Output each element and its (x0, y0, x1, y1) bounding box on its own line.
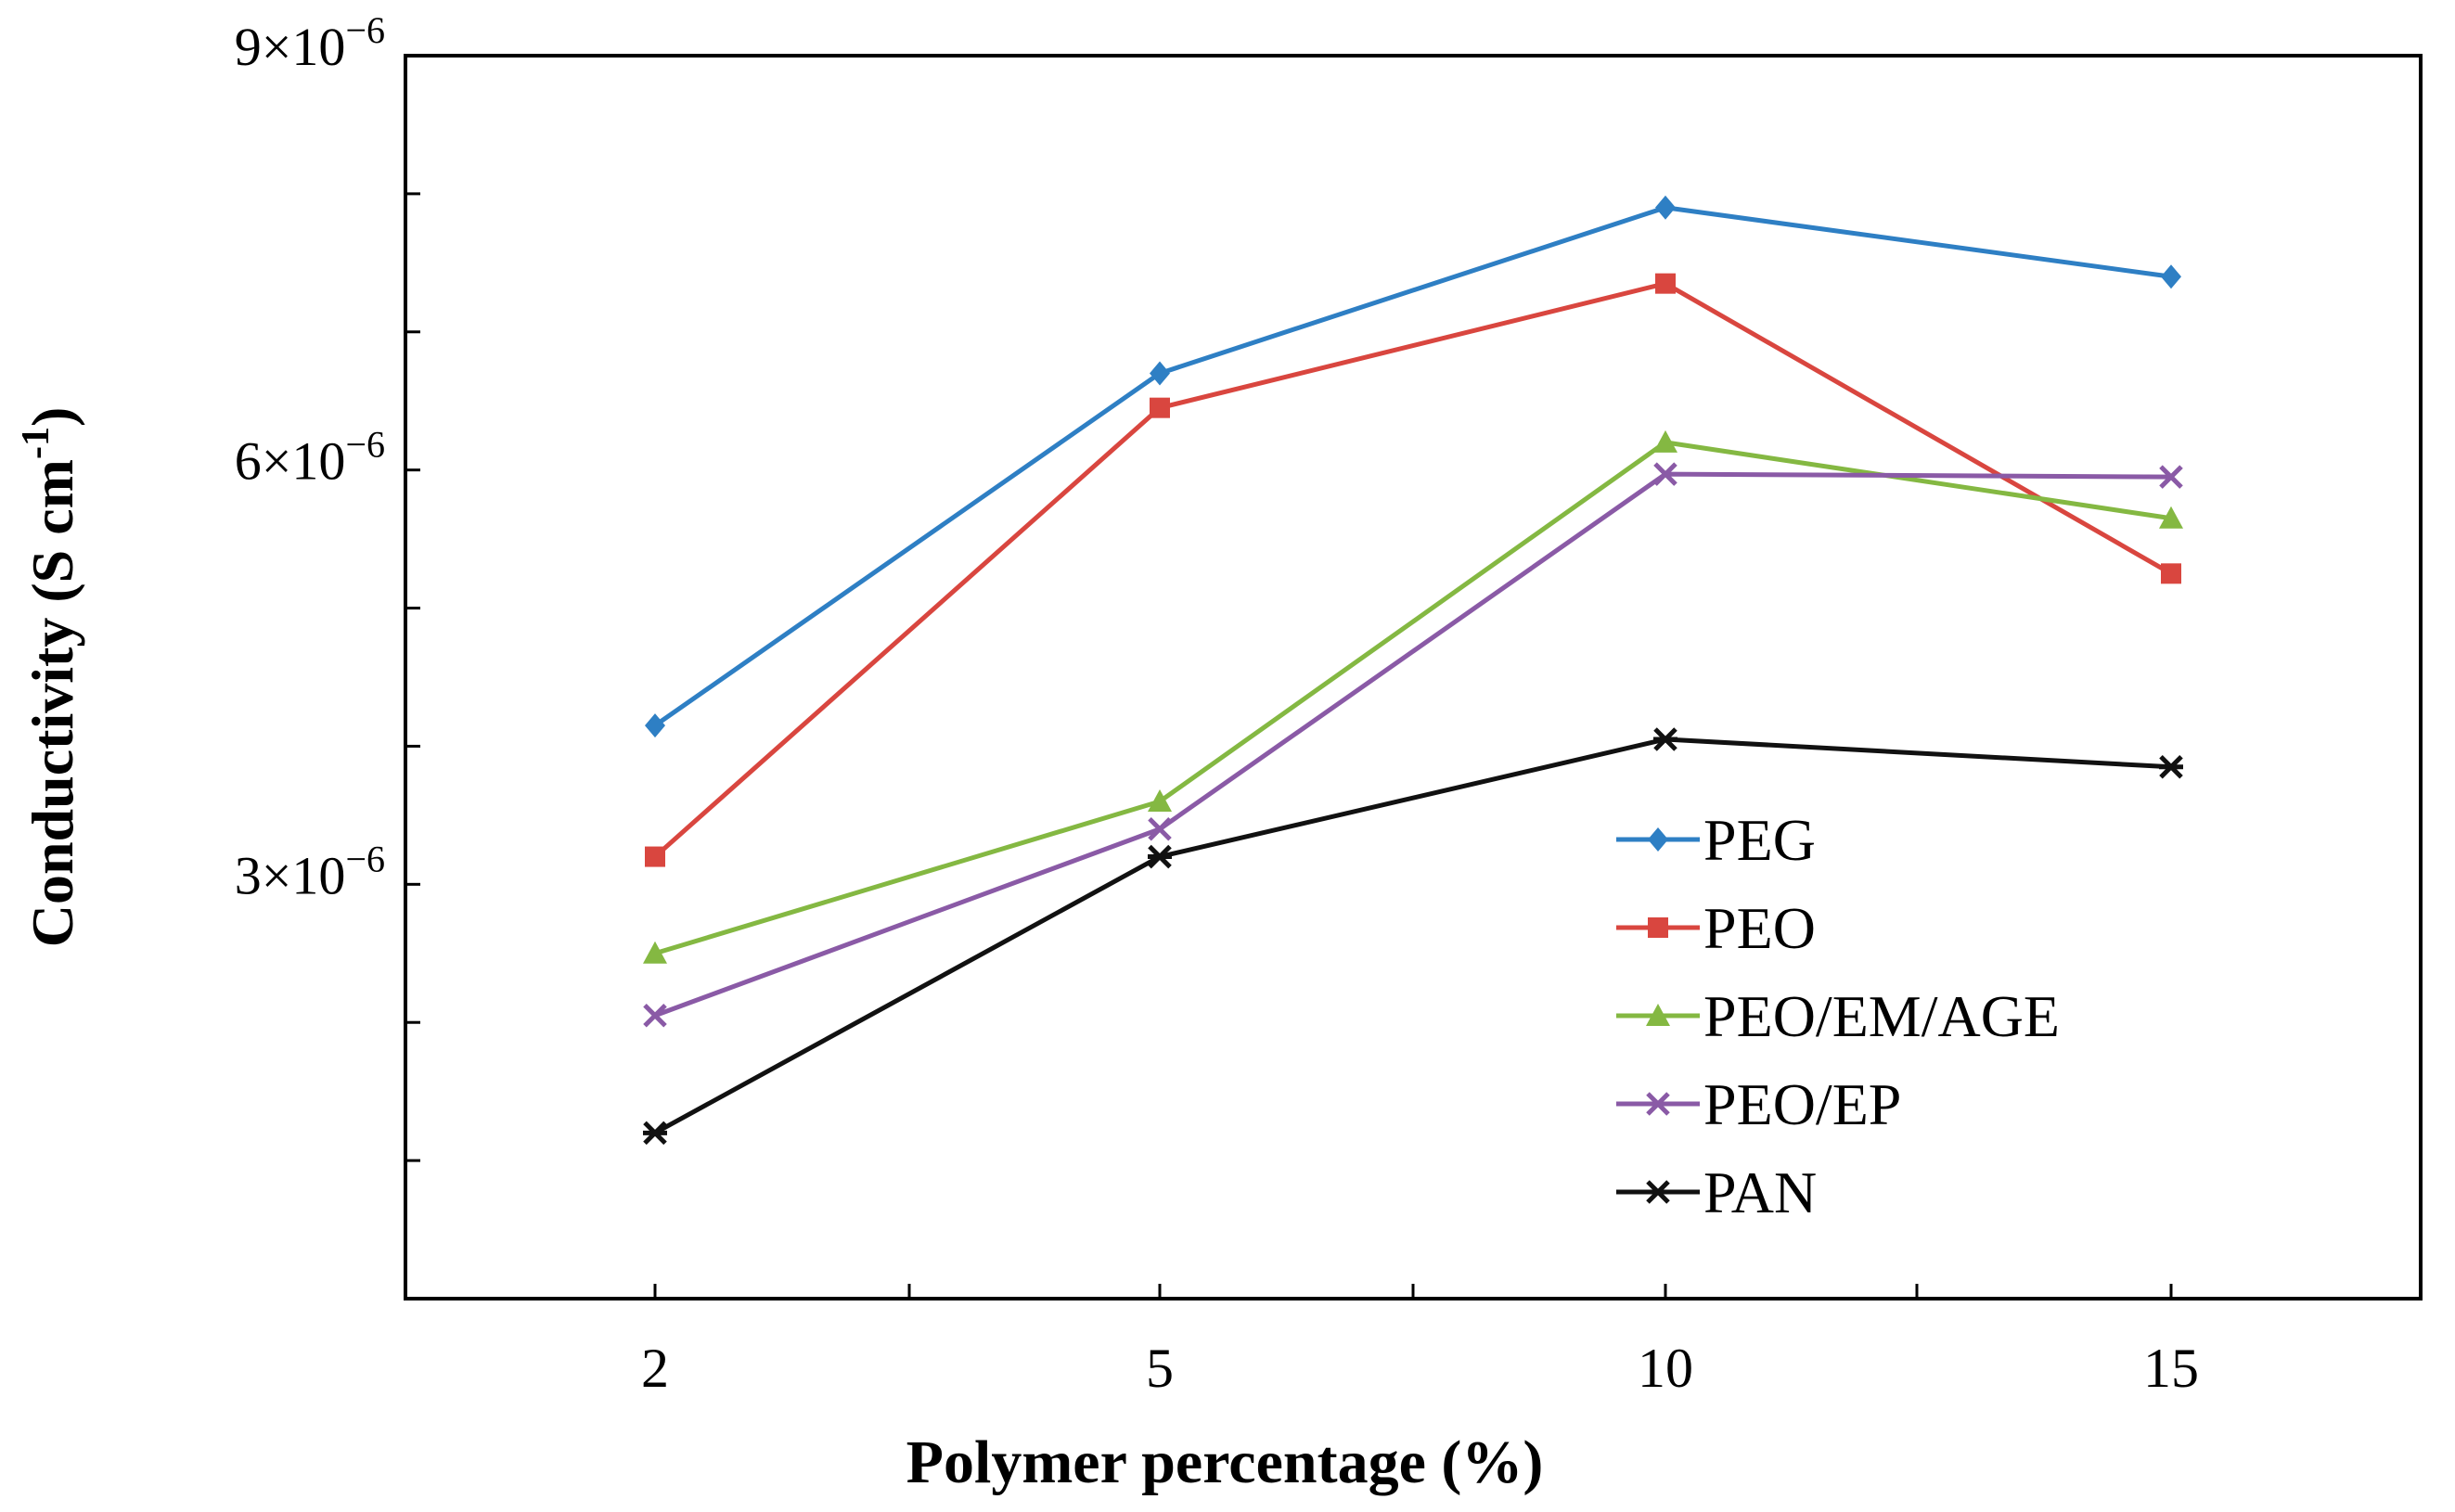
legend-label: PEO/EM/AGE (1703, 983, 2060, 1049)
data-point-peo-ep (1653, 462, 1677, 486)
series-peo-ep (643, 462, 2183, 1028)
y-tick-label: 9×10−6 (235, 9, 385, 77)
data-point-pan (643, 1121, 667, 1146)
series-line-peo (653, 281, 2173, 859)
x-tick-label: 5 (1146, 1338, 1174, 1399)
data-point-peg (645, 713, 665, 738)
legend-label: PEO/EP (1703, 1071, 1901, 1137)
legend-item-peg: PEG (1616, 807, 1816, 873)
legend-item-peo: PEO (1616, 895, 1816, 961)
data-point-peo (1150, 397, 1170, 418)
legend-marker (1648, 917, 1668, 938)
data-point-peo (2161, 563, 2181, 584)
series-line-peo-em-age (654, 440, 2172, 956)
legend-item-peo-ep: PEO/EP (1616, 1071, 1901, 1137)
legend-marker (1646, 1092, 1670, 1116)
y-axis-ticks: 9×10−6 6×10−6 3×10−6 (235, 9, 420, 1162)
series-peo (645, 273, 2181, 867)
series-line-peg (653, 205, 2172, 728)
data-point-peo-em-age (643, 941, 667, 964)
data-point-peo-ep (2159, 465, 2183, 489)
y-axis-title-main: Conductivity (S cm (19, 459, 85, 947)
data-point-peo-em-age (1148, 789, 1172, 812)
y-axis-title-close: ) (19, 407, 85, 427)
data-point-peo-ep (1148, 817, 1172, 841)
series-peg (645, 195, 2181, 738)
x-axis-ticks: 2 5 10 15 (641, 1284, 2199, 1399)
legend-marker (1648, 827, 1668, 852)
data-point-peo-em-age (1653, 429, 1677, 453)
data-point-peg (1655, 195, 1676, 220)
legend-marker (1646, 1004, 1670, 1026)
x-tick-label: 15 (2143, 1338, 2199, 1399)
y-tick-label: 3×10−6 (235, 838, 385, 905)
data-point-peo-em-age (2159, 506, 2183, 529)
data-point-peo (645, 846, 665, 867)
x-tick-label: 2 (641, 1338, 669, 1399)
legend-marker (1646, 1180, 1670, 1204)
legend: PEG PEO PEO/EM/AGE PEO/EP PAN (1616, 807, 2060, 1225)
data-point-peo-ep (643, 1004, 667, 1028)
series-pan (643, 727, 2183, 1146)
y-axis-title: Conductivity (S cm-1) (15, 407, 85, 948)
series-line-pan (653, 737, 2172, 1135)
data-point-pan (1653, 727, 1677, 751)
legend-label: PEO (1703, 895, 1816, 961)
data-point-pan (2159, 755, 2183, 779)
data-point-peo (1655, 273, 1676, 294)
y-tick-label: 6×10−6 (235, 424, 385, 492)
legend-item-pan: PAN (1616, 1160, 1817, 1225)
x-axis-title: Polymer percentage (%) (906, 1429, 1544, 1496)
legend-label: PEG (1703, 807, 1816, 873)
series-line-peo-ep (654, 471, 2172, 1019)
x-tick-label: 10 (1638, 1338, 1693, 1399)
series-peo-em-age (643, 429, 2183, 964)
y-axis-title-sup: -1 (15, 427, 58, 459)
plot-frame (404, 54, 2423, 1301)
data-point-peg (2161, 264, 2181, 289)
data-point-peg (1150, 361, 1170, 386)
series-layer (643, 195, 2183, 1146)
legend-label: PAN (1703, 1160, 1817, 1225)
legend-item-peo-em-age: PEO/EM/AGE (1616, 983, 2060, 1049)
data-point-pan (1148, 844, 1172, 869)
